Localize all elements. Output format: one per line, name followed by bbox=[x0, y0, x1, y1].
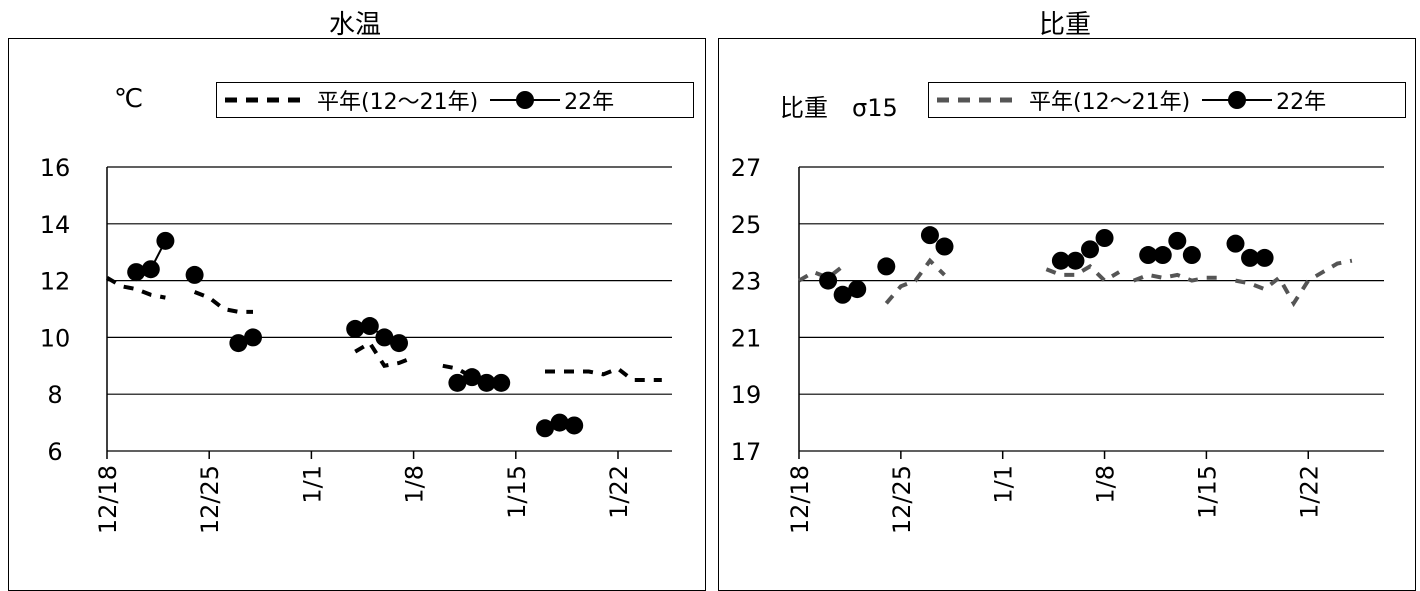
x-tick-label: 1/22 bbox=[1295, 465, 1323, 519]
chart-water-temperature: 6 8 10 12 14 16 12/18 12/25 1/1 1/8 1/15 1/22 bbox=[40, 154, 672, 534]
series-line-normal-years bbox=[1132, 272, 1221, 283]
data-point-2022 bbox=[360, 317, 379, 336]
data-point-2022 bbox=[920, 226, 939, 245]
chart-frame-specific-gravity bbox=[718, 38, 1416, 591]
chart-frame-water-temperature bbox=[8, 38, 706, 591]
x-tick-label: 1/15 bbox=[1193, 465, 1221, 519]
data-point-2022 bbox=[1226, 234, 1245, 253]
data-point-2022 bbox=[877, 257, 896, 276]
y-tick-label: 16 bbox=[40, 154, 71, 182]
x-tick-label: 1/8 bbox=[401, 465, 429, 504]
data-point-2022 bbox=[229, 334, 248, 353]
y-axis-unit-label: ℃ bbox=[114, 84, 144, 114]
y-tick-label: 10 bbox=[40, 324, 71, 352]
data-point-2022 bbox=[141, 260, 160, 279]
x-tick-label: 12/25 bbox=[888, 465, 916, 534]
data-point-2022 bbox=[935, 237, 954, 256]
data-point-2022 bbox=[1081, 240, 1099, 259]
legend-specific-gravity: 平年(12～21年) 22年 bbox=[928, 82, 1406, 118]
y-tick-label: 19 bbox=[731, 381, 762, 409]
y-tick-label: 25 bbox=[731, 211, 762, 239]
data-point-2022 bbox=[448, 373, 467, 392]
chart-title-water-temperature: 水温 bbox=[328, 10, 381, 40]
x-tick-label: 12/18 bbox=[94, 465, 122, 534]
data-point-2022 bbox=[565, 416, 584, 435]
data-point-2022 bbox=[185, 265, 204, 284]
data-point-2022 bbox=[477, 373, 496, 392]
series-line-normal-years bbox=[797, 264, 844, 283]
y-tick-label: 6 bbox=[47, 438, 62, 466]
data-point-2022 bbox=[390, 334, 408, 353]
data-point-2022 bbox=[1066, 251, 1085, 270]
data-point-2022 bbox=[1182, 246, 1201, 265]
legend-water-temperature: 平年(12～21年) 22年 bbox=[216, 82, 694, 118]
legend-label-2022: 22年 bbox=[564, 90, 615, 115]
data-point-2022 bbox=[1051, 251, 1070, 270]
legend-dashed-swatch bbox=[937, 97, 1015, 103]
x-tick-label: 1/1 bbox=[298, 465, 326, 504]
series-line-normal-years bbox=[1045, 263, 1121, 284]
data-point-2022 bbox=[346, 319, 365, 338]
data-point-2022 bbox=[848, 280, 867, 299]
data-point-2022 bbox=[127, 263, 146, 282]
data-point-2022 bbox=[1241, 248, 1260, 267]
series-line-normal-years bbox=[545, 366, 662, 382]
data-point-2022 bbox=[492, 373, 511, 392]
y-tick-label: 14 bbox=[40, 211, 71, 239]
series-line-normal-years bbox=[884, 257, 946, 305]
series-line-normal-years bbox=[354, 340, 415, 369]
y-tick-label: 17 bbox=[731, 438, 762, 466]
legend-label-normal-years: 平年(12～21年) bbox=[317, 90, 479, 115]
legend-dashed-swatch bbox=[225, 97, 303, 103]
x-tick-label: 12/25 bbox=[196, 465, 224, 534]
x-tick-label: 1/1 bbox=[990, 465, 1018, 504]
legend-marker-swatch bbox=[1202, 91, 1273, 109]
chart-title-specific-gravity: 比重 bbox=[1038, 10, 1091, 40]
legend-marker-swatch bbox=[490, 91, 561, 109]
y-tick-label: 27 bbox=[731, 154, 762, 182]
data-point-2022 bbox=[550, 413, 569, 432]
x-tick-label: 1/15 bbox=[503, 465, 531, 519]
data-point-2022 bbox=[1139, 246, 1158, 265]
data-point-2022 bbox=[819, 271, 838, 290]
y-tick-label: 23 bbox=[731, 268, 762, 296]
x-tick-label: 1/8 bbox=[1092, 465, 1120, 504]
legend-label-normal-years: 平年(12～21年) bbox=[1029, 90, 1191, 115]
y-axis-unit-label: 比重 σ15 bbox=[780, 94, 898, 122]
data-point-2022 bbox=[463, 368, 481, 387]
data-point-2022 bbox=[156, 231, 175, 250]
data-point-2022 bbox=[1255, 248, 1274, 267]
data-point-2022 bbox=[244, 328, 262, 347]
x-tick-label: 1/22 bbox=[605, 465, 633, 519]
y-tick-label: 8 bbox=[47, 381, 62, 409]
data-point-2022 bbox=[1168, 231, 1187, 250]
data-point-2022 bbox=[1095, 229, 1114, 247]
data-point-2022 bbox=[1153, 246, 1172, 265]
y-tick-label: 12 bbox=[40, 268, 71, 296]
series-line-normal-years bbox=[1235, 258, 1353, 308]
legend-label-2022: 22年 bbox=[1276, 90, 1327, 115]
data-point-2022 bbox=[375, 328, 394, 347]
data-point-2022 bbox=[536, 419, 554, 438]
data-point-2022 bbox=[833, 285, 852, 304]
y-tick-label: 21 bbox=[731, 324, 762, 352]
x-tick-label: 12/18 bbox=[786, 465, 814, 534]
